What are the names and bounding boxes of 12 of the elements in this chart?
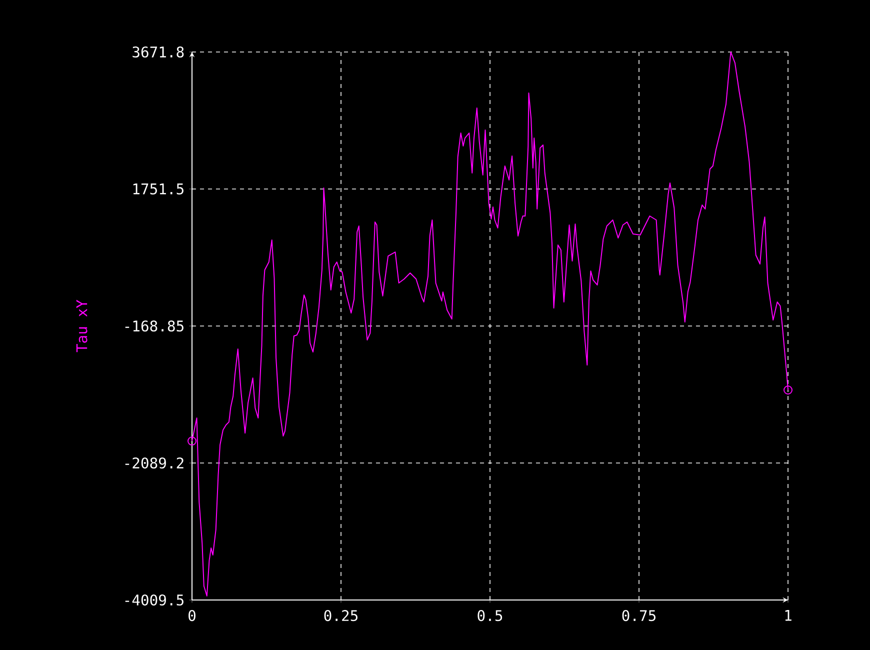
y-tick-label: 3671.8 <box>132 46 184 58</box>
y-tick-label: -4009.5 <box>125 594 184 606</box>
x-tick-label: 0.25 <box>324 610 358 622</box>
y-axis-title: Tau xY <box>76 300 88 352</box>
y-tick-label: 1751.5 <box>133 184 184 194</box>
y-tick-label: -2089.2 <box>125 457 184 469</box>
y-tick-label: -168.85 <box>125 320 184 332</box>
line-series <box>192 51 789 596</box>
x-tick-label: 0.5 <box>478 610 502 622</box>
x-tick-label: 1 <box>785 610 792 621</box>
x-tick-label: 0 <box>188 610 196 622</box>
x-tick-label: 0.75 <box>622 610 656 622</box>
